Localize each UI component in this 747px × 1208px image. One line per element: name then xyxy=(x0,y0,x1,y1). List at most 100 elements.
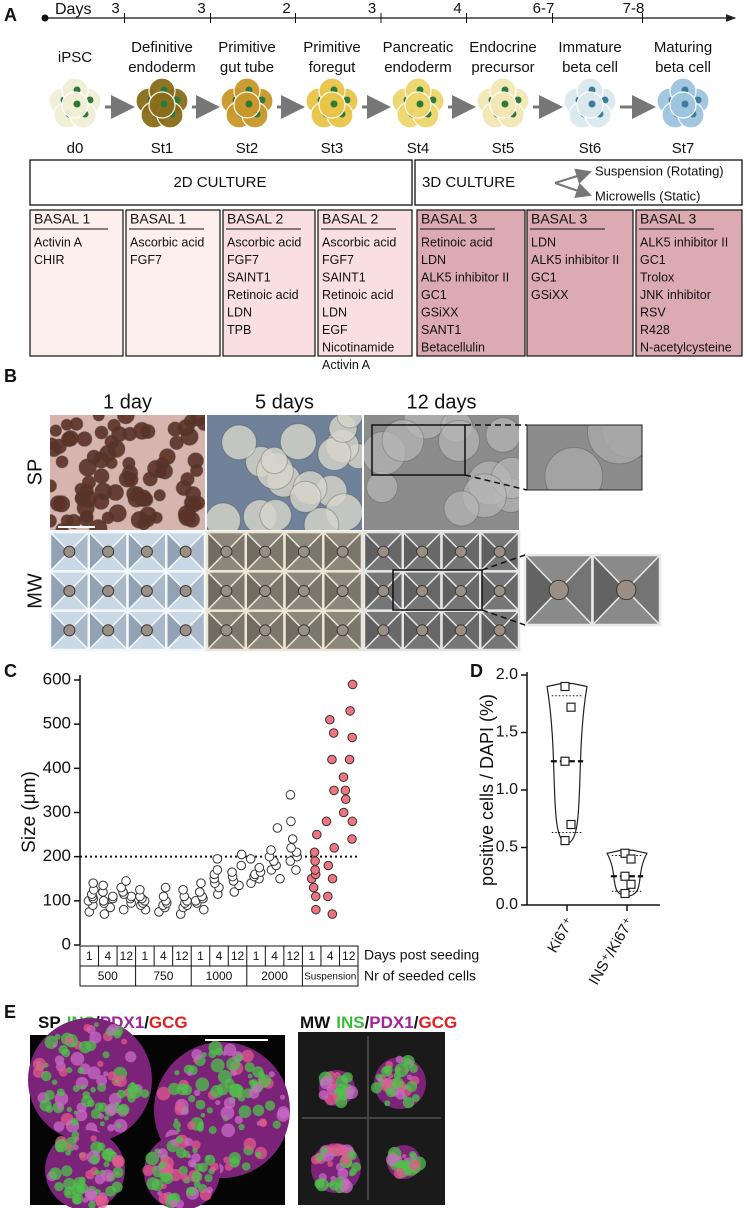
aggregate xyxy=(493,584,506,598)
stage-label: St3 xyxy=(321,140,344,157)
well-facet xyxy=(127,571,147,611)
y-tick-label: 200 xyxy=(43,846,71,865)
nucleus xyxy=(173,96,181,104)
medium-item: LDN xyxy=(531,235,556,249)
cell-signal xyxy=(258,1074,272,1088)
well-facet xyxy=(207,532,227,572)
cell-signal xyxy=(105,1103,118,1116)
aggregate xyxy=(140,624,153,637)
cell-signal xyxy=(381,1065,392,1077)
cell-signal xyxy=(175,1136,184,1144)
data-point xyxy=(227,867,237,877)
well-facet xyxy=(441,610,461,650)
nucleus xyxy=(330,100,338,108)
data-point xyxy=(310,891,321,902)
nucleus xyxy=(588,100,596,108)
medium-item: FGF7 xyxy=(322,253,354,267)
data-point xyxy=(158,891,169,902)
column-label: 12 days xyxy=(406,391,476,413)
cell-signal xyxy=(65,1189,71,1196)
cell-signal xyxy=(53,1121,65,1132)
data-point xyxy=(198,904,209,915)
medium-item: N-acetylcysteine xyxy=(640,340,732,354)
organoid xyxy=(50,513,58,528)
cell-signal xyxy=(79,1152,88,1161)
stage-label: d0 xyxy=(67,140,84,157)
heading-part: PDX1 xyxy=(369,1013,413,1032)
well-facet xyxy=(207,610,227,650)
cell-signal xyxy=(206,1107,214,1114)
micrograph xyxy=(207,415,362,530)
cell-signal xyxy=(349,1168,357,1176)
cell-signal xyxy=(191,1049,203,1061)
cell-signal xyxy=(215,1099,221,1106)
cell-signal xyxy=(406,1080,418,1092)
cell-signal xyxy=(70,1052,85,1066)
cell-signal xyxy=(241,1162,251,1171)
cell-signal xyxy=(204,1174,213,1183)
well-facet xyxy=(166,610,186,650)
column-label: 1 day xyxy=(103,391,152,413)
cell-signal xyxy=(258,1118,268,1127)
duration: 4 xyxy=(453,0,461,17)
data-point xyxy=(312,829,322,840)
stage-label: St5 xyxy=(492,140,515,157)
y-axis-label: positive cells / DAPI (%) xyxy=(477,694,497,886)
cell-cluster xyxy=(135,77,189,129)
medium-item: ALK5 inhibitor II xyxy=(640,235,728,249)
cell-signal xyxy=(206,1186,213,1194)
data-point xyxy=(285,790,296,800)
data-point xyxy=(325,714,335,725)
cell-signal xyxy=(94,1174,105,1185)
heading-part: SP xyxy=(38,1013,61,1032)
data-point xyxy=(327,873,338,884)
cell-signal xyxy=(99,1121,105,1127)
aggregate xyxy=(493,624,506,637)
cell-signal xyxy=(210,1162,219,1171)
cell-signal xyxy=(393,1167,405,1180)
data-point xyxy=(344,754,355,765)
cell-signal xyxy=(145,1151,159,1166)
organoid xyxy=(79,483,95,499)
stage-name: beta cell xyxy=(655,59,711,76)
y-tick-label: 2.0 xyxy=(496,666,518,683)
cell-signal xyxy=(238,1105,252,1118)
organoid xyxy=(158,448,176,466)
stage-name: iPSC xyxy=(58,49,92,66)
well-facet xyxy=(342,610,362,650)
well-facet xyxy=(441,532,461,572)
cell-signal xyxy=(280,1094,286,1100)
cell-signal xyxy=(72,1193,84,1205)
medium-item: TPB xyxy=(227,323,251,337)
organoid xyxy=(55,455,69,469)
cell-signal xyxy=(243,1137,257,1151)
medium-box xyxy=(222,209,316,357)
cell-signal xyxy=(314,1178,325,1189)
cell-signal xyxy=(190,1161,197,1168)
well-facet xyxy=(69,532,89,572)
organoid xyxy=(123,471,139,488)
well-facet xyxy=(245,610,266,650)
organoid xyxy=(180,472,195,487)
x-tick-label: 4 xyxy=(216,949,223,963)
cell-signal xyxy=(337,1168,349,1179)
medium-item: Activin A xyxy=(34,235,83,249)
organoid xyxy=(78,458,97,477)
data-point xyxy=(560,835,570,846)
well-facet xyxy=(626,555,660,625)
organoid xyxy=(207,502,241,530)
aggregate xyxy=(220,545,233,558)
cell-signal xyxy=(386,1153,399,1166)
organoid xyxy=(76,431,93,447)
well-facet xyxy=(185,571,205,611)
heading-part: GCG xyxy=(418,1013,457,1032)
cell-signal xyxy=(32,1057,47,1071)
organoid xyxy=(189,463,204,478)
cell-signal xyxy=(140,1089,150,1099)
data-point xyxy=(212,854,223,864)
cell-signal xyxy=(395,1055,404,1064)
cell-signal xyxy=(115,1122,122,1129)
x-tick-label: 1 xyxy=(86,949,93,963)
aggregate xyxy=(102,545,115,558)
data-point xyxy=(309,847,320,858)
